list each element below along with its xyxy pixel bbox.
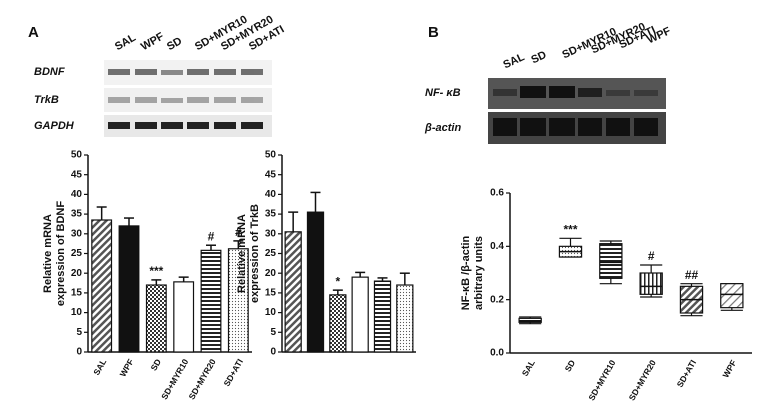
y-tick-label: 25 (71, 248, 83, 259)
annotation: # (235, 225, 242, 239)
bar (351, 276, 369, 353)
panel-label: A (28, 24, 39, 41)
x-tick-label: WPF (118, 357, 136, 378)
bar (200, 249, 222, 353)
annotation: # (648, 249, 655, 263)
blot-image (488, 78, 666, 144)
bar (118, 225, 140, 353)
lane-label: SAL (113, 32, 138, 54)
x-tick-label: SD (563, 358, 578, 373)
x-tick-label: SD (148, 357, 163, 372)
panel-label: B (428, 24, 439, 41)
y-tick-label: 35 (265, 209, 277, 220)
annotation: *** (563, 223, 577, 237)
box (599, 243, 623, 279)
box (720, 283, 744, 309)
y-tick-label: 10 (265, 307, 277, 318)
bar (329, 294, 347, 353)
x-tick-label: SD+MYR20 (186, 357, 217, 401)
row-label: BDNF (34, 66, 65, 78)
y-tick-label: 15 (71, 288, 83, 299)
y-tick-label: 0 (270, 347, 276, 358)
x-tick-label: SAL (91, 357, 108, 377)
x-tick-label: SAL (520, 358, 537, 378)
bar (145, 284, 167, 353)
y-tick-label: 45 (71, 169, 83, 180)
annotation: *** (149, 264, 163, 278)
y-tick-label: 15 (265, 288, 277, 299)
y-tick-label: 45 (265, 169, 277, 180)
row-label: TrkB (34, 94, 59, 106)
y-tick-label: 25 (265, 248, 277, 259)
x-tick-label: SD+ATI (221, 357, 245, 388)
x-tick-label: SD+ATI (675, 358, 699, 389)
lane-label: SAL (501, 51, 526, 71)
bar (173, 281, 195, 353)
lane-label: SD (529, 49, 548, 66)
y-tick-label: 35 (71, 209, 83, 220)
blot-image (104, 60, 272, 137)
y-tick-label: 5 (76, 327, 82, 338)
lane-label: SD (165, 35, 184, 53)
y-tick-label: 5 (270, 327, 276, 338)
y-tick-label: 50 (71, 150, 83, 161)
x-tick-label: SD+MYR10 (586, 358, 617, 402)
y-axis-label: Relative mRNA (42, 214, 54, 293)
bar (284, 231, 302, 353)
y-tick-label: 30 (71, 228, 83, 239)
y-tick-label: 10 (71, 307, 83, 318)
y-tick-label: 0.4 (490, 241, 504, 252)
y-axis-label: NF-κB /β-actin (460, 235, 472, 310)
bar (396, 284, 414, 353)
x-tick-label: WPF (720, 358, 738, 379)
y-tick-label: 40 (71, 189, 83, 200)
annotation: * (335, 274, 340, 288)
y-tick-label: 20 (71, 268, 83, 279)
y-tick-label: 0 (76, 347, 82, 358)
y-tick-label: 20 (265, 268, 277, 279)
y-tick-label: 0.0 (490, 348, 504, 359)
y-axis-label: expression of BDNF (55, 201, 67, 306)
y-axis-label: expression of TrkB (249, 204, 261, 303)
row-label: NF- κB (425, 87, 461, 99)
y-tick-label: 40 (265, 189, 277, 200)
lane-label: WPF (139, 30, 166, 53)
y-tick-label: 50 (265, 150, 277, 161)
row-label: GAPDH (34, 120, 75, 132)
bar (306, 211, 325, 353)
y-axis-label: Relative mRNA (236, 214, 248, 293)
row-label: β-actin (424, 122, 461, 134)
y-axis-label: arbitrary units (473, 236, 485, 310)
bar (373, 280, 392, 353)
box (639, 272, 663, 295)
y-tick-label: 0.2 (490, 294, 504, 305)
bar (91, 219, 113, 353)
y-tick-label: 0.6 (490, 188, 504, 199)
x-tick-label: SD+MYR10 (159, 357, 190, 401)
y-tick-label: 30 (265, 228, 277, 239)
annotation: # (208, 229, 215, 243)
x-tick-label: SD+MYR20 (627, 358, 658, 402)
annotation: ## (685, 268, 699, 282)
